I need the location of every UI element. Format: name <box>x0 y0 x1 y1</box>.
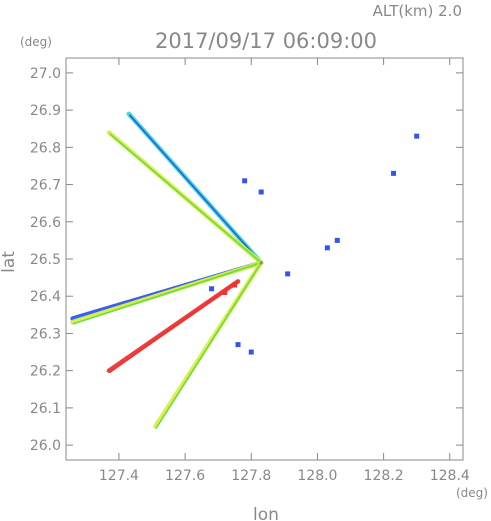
echo-point <box>235 342 241 348</box>
radar-beam-edge <box>72 261 262 325</box>
echo-point <box>324 245 330 251</box>
y-tick-label: 26.8 <box>30 140 61 156</box>
echo-point <box>222 290 228 295</box>
radar-beam-edge <box>129 114 262 264</box>
x-tick-label: 128.4 <box>430 468 470 484</box>
y-tick-label: 26.2 <box>30 364 61 380</box>
echo-point <box>209 286 215 292</box>
echo-point <box>258 189 264 195</box>
radar-beam-edge <box>155 261 262 429</box>
y-tick-label: 27.0 <box>30 66 61 82</box>
echo-point <box>334 237 340 243</box>
altitude-label: ALT(km) 2.0 <box>373 2 462 20</box>
echo-point <box>242 178 248 184</box>
y-unit-label: (deg) <box>20 35 52 49</box>
echo-point <box>391 170 397 176</box>
plot-frame <box>65 57 464 461</box>
y-axis-title: lat <box>0 251 19 273</box>
y-tick-label: 26.0 <box>30 438 61 454</box>
echo-point <box>285 271 291 277</box>
axis-ticks: 127.4 127.6 127.8 128.0 128.2 128.4 26.0 26.1 26… <box>30 58 470 484</box>
plot-marks <box>70 111 420 429</box>
echo-point <box>414 133 420 139</box>
radar-beam-edge <box>109 280 239 373</box>
x-tick-label: 127.6 <box>165 468 205 484</box>
x-axis-title: lon <box>253 505 279 521</box>
y-tick-label: 26.1 <box>30 401 61 417</box>
y-tick-label: 26.3 <box>30 326 61 342</box>
radar-origin-point <box>259 261 263 265</box>
y-tick-label: 26.5 <box>30 252 61 268</box>
chart-title: 2017/09/17 06:09:00 <box>155 29 377 53</box>
x-tick-label: 128.2 <box>364 468 404 484</box>
x-tick-label: 128.0 <box>297 468 337 484</box>
y-tick-label: 26.7 <box>30 178 61 194</box>
y-tick-label: 26.9 <box>30 103 61 119</box>
x-tick-label: 127.4 <box>99 468 139 484</box>
radar-beam-edge <box>109 133 262 264</box>
y-tick-label: 26.4 <box>30 289 61 305</box>
echo-point <box>248 349 254 355</box>
x-tick-label: 127.8 <box>231 468 271 484</box>
echo-point <box>232 282 238 288</box>
y-tick-label: 26.6 <box>30 215 61 231</box>
x-unit-label: (deg) <box>456 486 488 500</box>
